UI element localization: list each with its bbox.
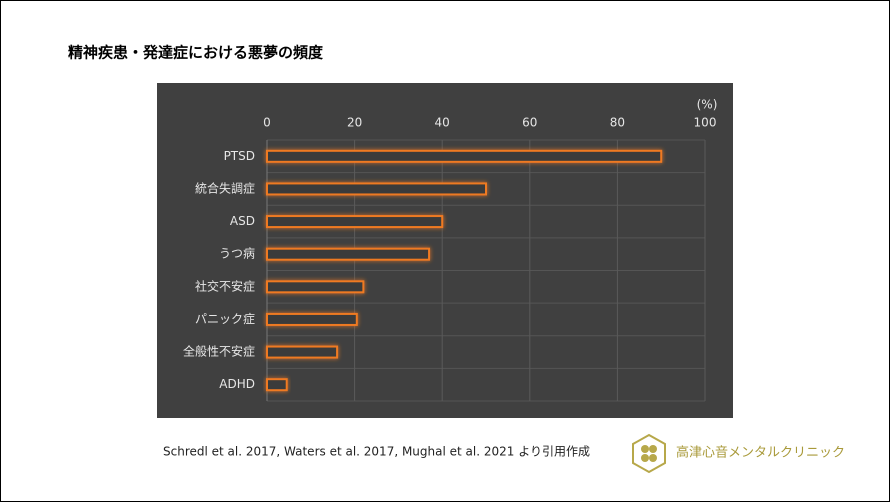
source-note: Schredl et al. 2017, Waters et al. 2017,… (163, 445, 590, 459)
brand-logo (632, 433, 666, 474)
y-tick-label: 全般性不安症 (183, 344, 255, 359)
brand-name: 高津心音メンタルクリニック (676, 445, 845, 461)
x-tick-label: 100 (694, 116, 717, 130)
y-tick-label: PTSD (224, 149, 255, 163)
bar (266, 247, 431, 261)
x-tick-label: 40 (435, 116, 450, 130)
y-tick-label: うつ病 (219, 246, 255, 261)
bar (266, 182, 487, 196)
chart-title: 精神疾患・発達症における悪夢の頻度 (68, 44, 324, 62)
y-tick-label: ASD (230, 214, 255, 228)
bar (266, 149, 663, 163)
bar (266, 345, 339, 359)
x-tick-label: 20 (347, 116, 362, 130)
y-tick-label: パニック症 (195, 311, 255, 326)
bar (266, 280, 365, 294)
y-tick-label: 社交不安症 (195, 278, 255, 293)
x-tick-label: 80 (610, 116, 625, 130)
chart-panel (157, 83, 733, 418)
y-tick-label: ADHD (219, 377, 255, 391)
bar (266, 378, 288, 392)
x-tick-label: 60 (522, 116, 537, 130)
bar (266, 215, 444, 229)
bar (266, 312, 358, 326)
y-tick-label: 統合失調症 (195, 180, 255, 195)
x-tick-label: 0 (263, 116, 271, 130)
x-unit: (%) (697, 98, 718, 112)
